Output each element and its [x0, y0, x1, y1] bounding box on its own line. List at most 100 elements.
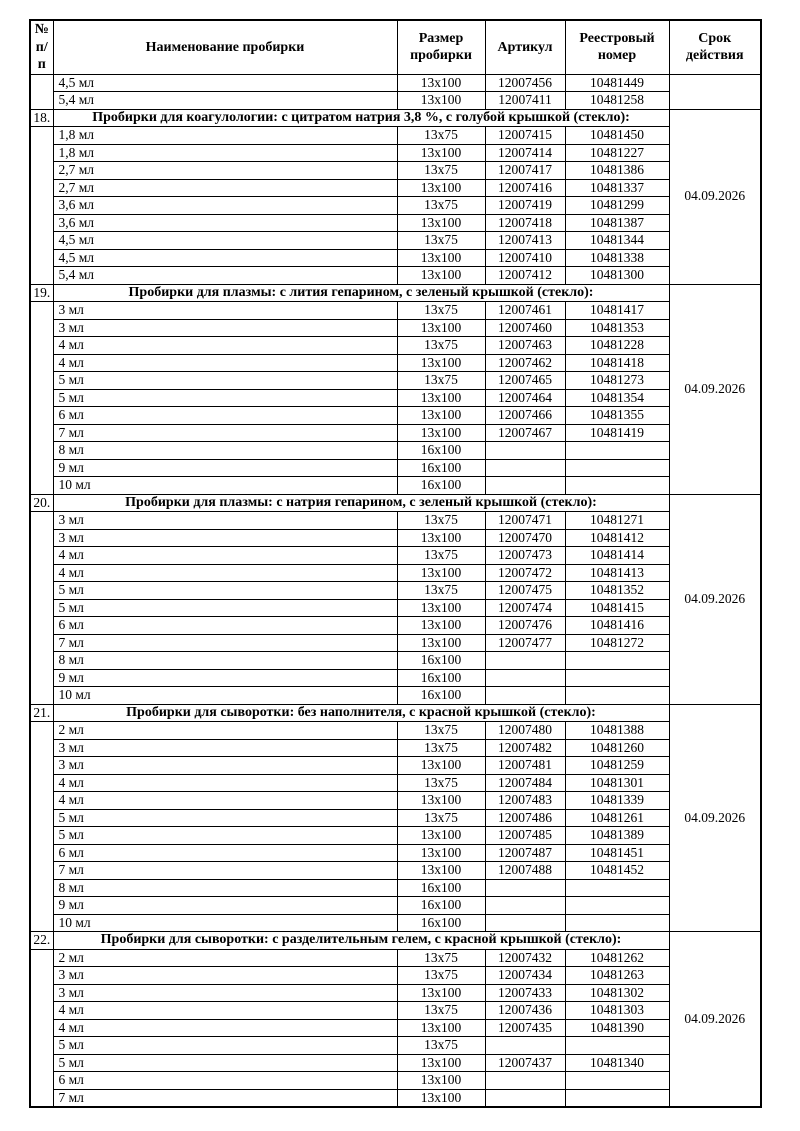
table-row: 3 мл 13х75 12007471 10481271: [29, 511, 761, 705]
tube-size-cell: 13х75: [396, 581, 486, 600]
tube-size-cell: 16х100: [396, 686, 486, 705]
registry-number-cell: 10481227: [564, 143, 670, 162]
article-cell: 12007437: [484, 1053, 566, 1072]
col-header-row-number: № п/п: [29, 19, 54, 75]
registry-number-cell: 10481449: [564, 73, 670, 92]
tube-size-cell: 16х100: [396, 458, 486, 477]
table-row: 10 мл 16х100: [30, 686, 761, 705]
table-row: 6 мл 13х100 12007487 10481451: [30, 843, 761, 862]
table-row: 4 мл 13х75 12007463 10481228: [30, 336, 761, 355]
tube-name-cell: 3,6 мл: [52, 213, 398, 232]
tube-size-cell: 16х100: [396, 913, 486, 932]
registry-number-cell: 10481413: [564, 563, 670, 582]
validity-date-cell: [668, 73, 762, 110]
section-header-row: 18. Пробирки для коагулологии: с цитратом…: [29, 108, 762, 285]
article-cell: 12007462: [484, 353, 566, 372]
article-cell: 12007485: [484, 826, 566, 845]
table-row: 8 мл 16х100: [30, 651, 761, 670]
tube-size-cell: 13х75: [396, 738, 486, 757]
tube-size-cell: 13х100: [396, 843, 486, 862]
table-row: 4 мл 13х100 12007435 10481390: [30, 1018, 761, 1037]
article-cell: 12007480: [484, 721, 566, 740]
registry-number-cell: 10481451: [564, 843, 670, 862]
tube-name-cell: 1,8 мл: [52, 143, 398, 162]
registry-number-cell: 10481390: [564, 1018, 670, 1037]
section-number: 18.: [29, 108, 54, 127]
col-header-validity-period: Срок действия: [668, 19, 762, 75]
registry-number-cell: [564, 441, 670, 460]
table-row: 4 мл 13х100 12007472 10481413: [30, 563, 761, 582]
article-cell: 12007471: [484, 511, 566, 530]
registry-number-cell: 10481417: [564, 301, 670, 320]
table-body: 4,5 мл 13х100 12007456 10481449 5,4 мл 13х100…: [29, 73, 762, 1108]
tube-name-cell: 5 мл: [52, 371, 398, 390]
tube-name-cell: 5,4 мл: [52, 266, 398, 285]
registry-number-cell: 10481387: [564, 213, 670, 232]
registry-number-cell: 10481258: [564, 91, 670, 110]
registry-number-cell: 10481301: [564, 773, 670, 792]
article-cell: 12007486: [484, 808, 566, 827]
validity-date-cell: 04.09.2026: [668, 493, 762, 705]
table-row: 4 мл 13х100 12007483 10481339: [30, 791, 761, 810]
registry-number-cell: 10481262: [564, 948, 670, 967]
tube-name-cell: 4 мл: [52, 336, 398, 355]
article-cell: 12007419: [484, 196, 566, 215]
article-cell: 12007461: [484, 301, 566, 320]
row-number-spacer: [29, 948, 54, 1108]
registry-number-cell: [564, 458, 670, 477]
article-cell: [484, 1071, 566, 1090]
tube-size-cell: 16х100: [396, 668, 486, 687]
tube-size-cell: 13х75: [396, 196, 486, 215]
table-row: 2 мл 13х75 12007432 10481262: [29, 948, 761, 1108]
registry-number-cell: [564, 651, 670, 670]
article-cell: [484, 651, 566, 670]
section-title: Пробирки для плазмы: с натрия гепарином,…: [52, 493, 670, 512]
tube-size-cell: 13х75: [396, 371, 486, 390]
registry-number-cell: 10481416: [564, 616, 670, 635]
tube-name-cell: 1,8 мл: [52, 126, 398, 145]
table-row: 4 мл 13х75 12007473 10481414: [30, 546, 761, 565]
tube-name-cell: 9 мл: [52, 668, 398, 687]
section-number: 22.: [29, 931, 54, 950]
registry-number-cell: 10481418: [564, 353, 670, 372]
table-row: 7 мл 13х100: [30, 1088, 761, 1108]
tube-size-cell: 13х75: [396, 1001, 486, 1020]
registry-number-cell: 10481415: [564, 598, 670, 617]
tube-name-cell: 2 мл: [52, 721, 398, 740]
col-header-tube-name: Наименование пробирки: [52, 19, 398, 75]
registry-number-cell: 10481273: [564, 371, 670, 390]
tube-name-cell: 4,5 мл: [52, 248, 398, 267]
table-row: 3 мл 13х100 12007433 10481302: [30, 983, 761, 1002]
tube-size-cell: 13х100: [396, 826, 486, 845]
tube-name-cell: 4 мл: [52, 1018, 398, 1037]
tube-name-cell: 2,7 мл: [52, 161, 398, 180]
registry-number-cell: [564, 1071, 670, 1090]
registry-number-cell: 10481340: [564, 1053, 670, 1072]
article-cell: 12007463: [484, 336, 566, 355]
article-cell: [484, 458, 566, 477]
table-row: 2,7 мл 13х100 12007416 10481337: [30, 178, 761, 197]
registry-number-cell: [564, 878, 670, 897]
section-header-row: 19. Пробирки для плазмы: с лития гепарино…: [29, 283, 762, 495]
registry-number-cell: 10481228: [564, 336, 670, 355]
table-row: 5 мл 13х75 12007486 10481261: [30, 808, 761, 827]
tube-name-cell: 3 мл: [52, 756, 398, 775]
section-header-row: 21. Пробирки для сыворотки: без наполните…: [29, 703, 762, 932]
article-cell: 12007410: [484, 248, 566, 267]
validity-date-cell: 04.09.2026: [668, 703, 762, 932]
article-cell: 12007465: [484, 371, 566, 390]
registry-number-cell: 10481337: [564, 178, 670, 197]
registry-number-cell: 10481386: [564, 161, 670, 180]
tube-size-cell: 13х100: [396, 983, 486, 1002]
tube-name-cell: 10 мл: [52, 476, 398, 495]
tube-name-cell: 7 мл: [52, 861, 398, 880]
table-row: 6 мл 13х100: [30, 1071, 761, 1090]
tube-name-cell: 6 мл: [52, 406, 398, 425]
tube-name-cell: 5 мл: [52, 826, 398, 845]
article-cell: 12007435: [484, 1018, 566, 1037]
table-row: 5 мл 13х75 12007475 10481352: [30, 581, 761, 600]
validity-date-cell: 04.09.2026: [668, 283, 762, 495]
registry-number-cell: [564, 668, 670, 687]
registry-number-cell: 10481259: [564, 756, 670, 775]
